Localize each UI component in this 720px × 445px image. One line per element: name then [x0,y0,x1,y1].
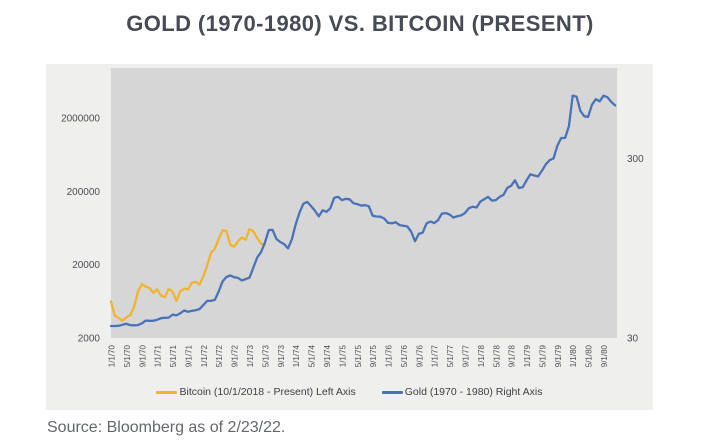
x-axis-tick-label: 5/1/78 [492,344,501,367]
x-axis-tick-label: 9/1/71 [185,344,194,367]
legend-label-gold: Gold (1970 - 1980) Right Axis [404,386,543,398]
x-axis-tick-label: 9/1/77 [462,344,471,367]
x-axis-tick-label: 5/1/76 [400,344,409,367]
bitcoin-line [109,227,267,322]
x-axis-tick-label: 1/1/72 [200,344,209,367]
x-axis-tick-label: 1/1/76 [385,344,394,367]
left-axis-tick-label: 2000 [78,334,101,345]
x-axis-tick-label: 5/1/70 [123,344,132,367]
x-axis-tick-label: 5/1/71 [169,344,178,367]
left-axis-tick-label: 2000000 [61,114,100,125]
x-axis-tick-label: 1/1/79 [523,344,532,367]
legend-item-gold: Gold (1970 - 1980) Right Axis [381,386,543,398]
x-axis-tick-label: 5/1/72 [215,344,224,367]
x-axis-tick-label: 9/1/75 [369,344,378,367]
plot-area [111,68,617,338]
x-axis-tick-label: 1/1/78 [477,344,486,367]
x-axis-tick-label: 5/1/79 [539,344,548,367]
x-axis-tick-label: 1/1/80 [569,344,578,367]
chart-svg: 2000000 200000 20000 2000 300 30 1/1/70 5/1/70 9… [61,68,644,367]
x-axis-tick-label: 9/1/79 [554,344,563,367]
legend-label-bitcoin: Bitcoin (10/1/2018 - Present) Left Axis [179,386,356,398]
legend-item-bitcoin: Bitcoin (10/1/2018 - Present) Left Axis [156,386,356,398]
x-axis-tick-label: 1/1/71 [154,344,163,367]
gold-line [109,94,617,328]
x-axis-tick-label: 9/1/76 [415,344,424,367]
chart-area: 2000000 200000 20000 2000 300 30 1/1/70 5/1/70 9… [46,64,653,410]
x-axis-tick-label: 5/1/74 [308,344,317,367]
x-axis-tick-label: 9/1/73 [277,344,286,367]
x-axis-tick-label: 1/1/77 [431,344,440,367]
x-axis-tick-label: 5/1/75 [354,344,363,367]
legend-marker-gold-icon [381,390,403,394]
x-axis-tick-label: 1/1/70 [108,344,117,367]
left-axis-tick-label: 20000 [72,260,100,271]
x-axis-tick-label: 9/1/74 [323,344,332,367]
chart-title: GOLD (1970-1980) VS. BITCOIN (PRESENT) [126,11,594,36]
x-axis-tick-label: 1/1/74 [292,344,301,367]
x-axis-tick-label: 9/1/72 [231,344,240,367]
right-axis-tick-label: 300 [627,154,644,165]
x-axis-tick-label: 1/1/75 [338,344,347,367]
legend-marker-bitcoin-icon [156,390,178,394]
x-axis-tick-label: 5/1/77 [446,344,455,367]
x-axis-tick-label: 1/1/73 [246,344,255,367]
x-axis-tick-label: 9/1/78 [508,344,517,367]
x-axis-tick-label: 5/1/73 [261,344,270,367]
right-axis-tick-label: 30 [627,334,639,345]
left-axis-tick-label: 200000 [67,187,101,198]
chart-legend: Bitcoin (10/1/2018 - Present) Left Axis … [46,386,653,398]
source-note: Source: Bloomberg as of 2/23/22. [47,419,286,436]
x-axis-tick-label: 9/1/80 [600,344,609,367]
x-axis-tick-label: 9/1/70 [138,344,147,367]
x-axis-tick-label: 5/1/80 [585,344,594,367]
